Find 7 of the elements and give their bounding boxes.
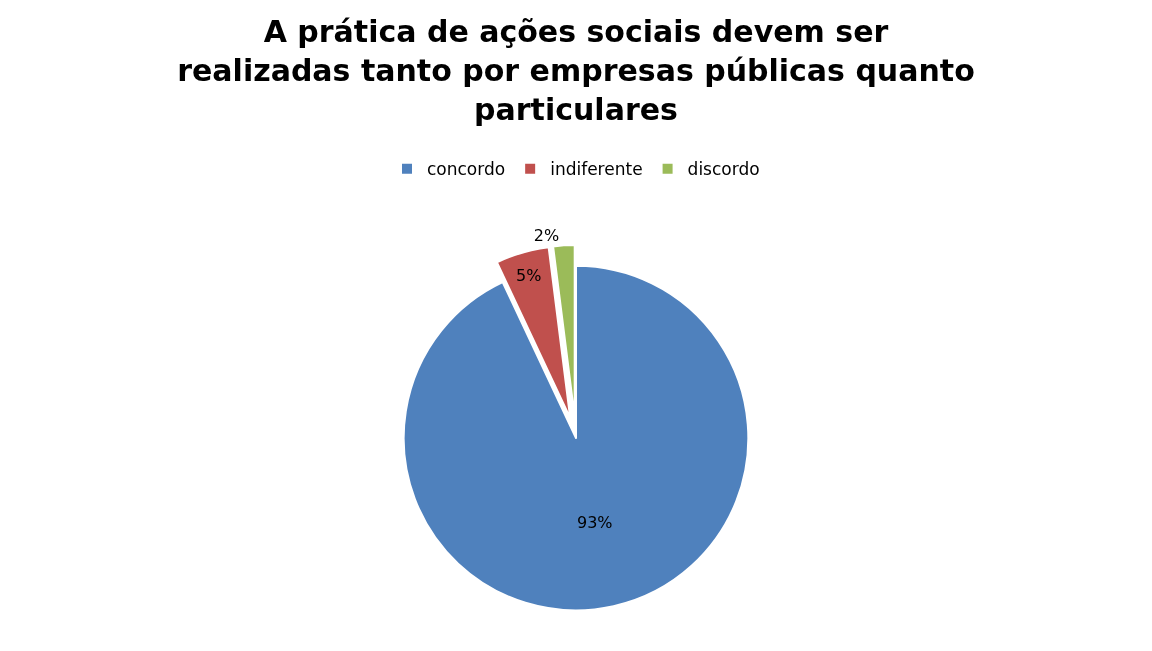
legend-label: indiferente	[550, 159, 643, 180]
data-label: 5%	[515, 265, 542, 285]
data-label: 2%	[533, 226, 560, 246]
legend-label: concordo	[427, 159, 506, 180]
legend-label: discordo	[687, 159, 760, 180]
data-label: 93%	[577, 512, 613, 532]
chart-title: A prática de ações sociais devem ser realizadas tanto por empresas públicas quanto particulares	[177, 14, 975, 128]
